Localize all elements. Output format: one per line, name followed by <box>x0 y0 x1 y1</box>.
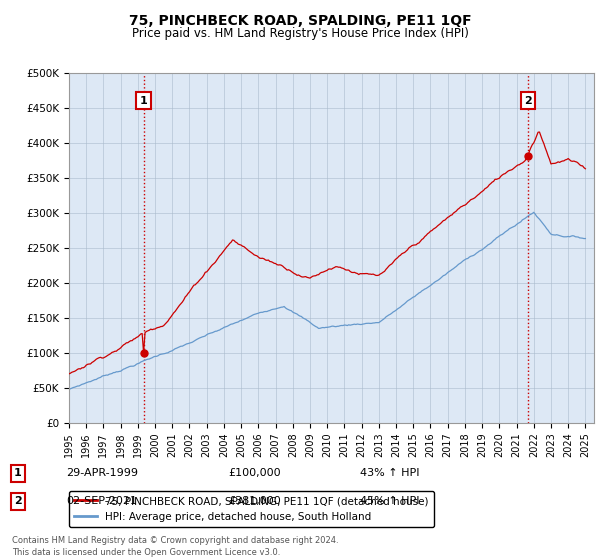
Text: £381,000: £381,000 <box>228 496 281 506</box>
Text: 1: 1 <box>14 468 22 478</box>
Text: 2: 2 <box>14 496 22 506</box>
Text: 43% ↑ HPI: 43% ↑ HPI <box>360 468 419 478</box>
Text: £100,000: £100,000 <box>228 468 281 478</box>
Text: 75, PINCHBECK ROAD, SPALDING, PE11 1QF: 75, PINCHBECK ROAD, SPALDING, PE11 1QF <box>128 14 472 28</box>
Text: 1: 1 <box>140 96 148 106</box>
Text: 29-APR-1999: 29-APR-1999 <box>66 468 138 478</box>
Text: Contains HM Land Registry data © Crown copyright and database right 2024.
This d: Contains HM Land Registry data © Crown c… <box>12 536 338 557</box>
Legend: 75, PINCHBECK ROAD, SPALDING, PE11 1QF (detached house), HPI: Average price, det: 75, PINCHBECK ROAD, SPALDING, PE11 1QF (… <box>69 491 434 527</box>
Text: Price paid vs. HM Land Registry's House Price Index (HPI): Price paid vs. HM Land Registry's House … <box>131 27 469 40</box>
Text: 02-SEP-2021: 02-SEP-2021 <box>66 496 137 506</box>
Text: 45% ↑ HPI: 45% ↑ HPI <box>360 496 419 506</box>
Text: 2: 2 <box>524 96 532 106</box>
